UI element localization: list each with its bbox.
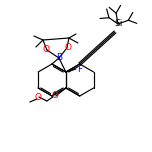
Text: O: O	[64, 43, 71, 52]
Text: O: O	[42, 45, 49, 55]
Text: F: F	[77, 64, 82, 74]
Text: O: O	[51, 92, 58, 100]
Text: Si: Si	[115, 19, 123, 29]
Text: B: B	[56, 54, 62, 62]
Text: O: O	[34, 93, 41, 102]
